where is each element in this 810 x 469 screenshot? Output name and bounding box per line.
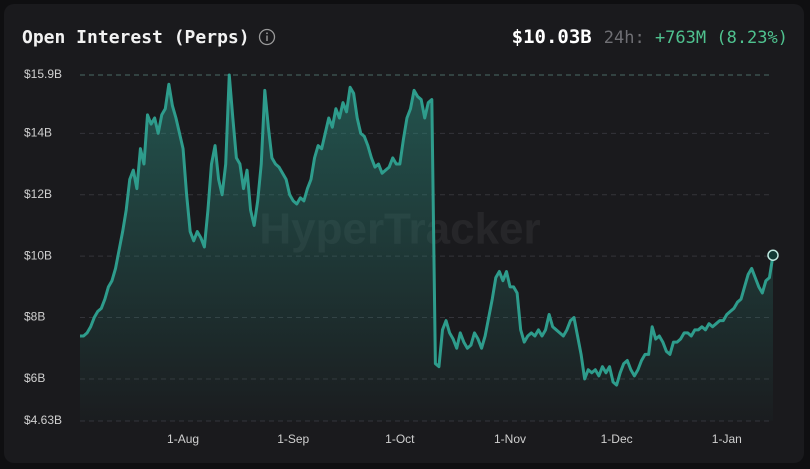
title-group: Open Interest (Perps)	[22, 27, 276, 48]
end-point	[767, 249, 779, 261]
y-tick-label: $12B	[24, 187, 52, 201]
x-tick-label: 1-Oct	[385, 432, 415, 446]
y-tick-label: $6B	[24, 371, 45, 385]
x-tick-label: 1-Aug	[167, 432, 199, 446]
header: Open Interest (Perps) $10.03B 24h: +763M…	[22, 26, 788, 48]
change-period: 24h:	[603, 28, 645, 48]
y-tick-label: $14B	[24, 126, 52, 140]
x-tick-label: 1-Nov	[494, 432, 526, 446]
current-value: $10.03B	[511, 26, 592, 48]
x-tick-label: 1-Dec	[601, 432, 633, 446]
y-tick-label: $4.63B	[24, 413, 62, 427]
y-tick-label: $8B	[24, 310, 45, 324]
x-tick-label: 1-Sep	[277, 432, 309, 446]
info-icon[interactable]	[258, 28, 276, 46]
change: +763M (8.23%)	[654, 28, 788, 48]
chart-title: Open Interest (Perps)	[22, 26, 250, 48]
area	[80, 75, 773, 421]
y-tick-label: $15.9B	[24, 67, 62, 81]
y-tick-label: $10B	[24, 248, 52, 262]
x-tick-label: 1-Jan	[712, 432, 742, 446]
line	[80, 73, 775, 387]
summary: $10.03B 24h: +763M (8.23%)	[512, 26, 788, 48]
